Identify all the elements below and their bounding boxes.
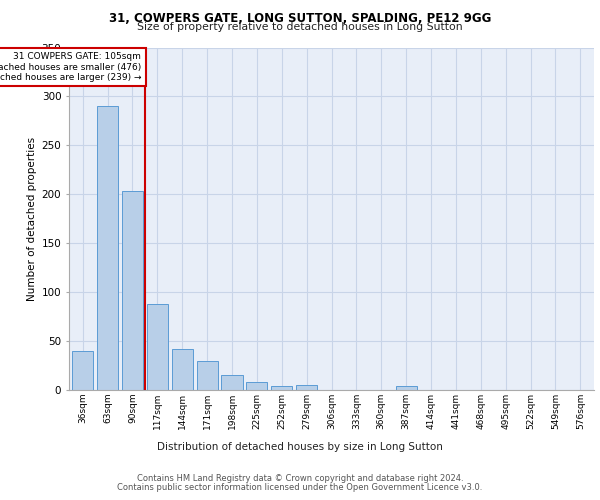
Bar — [72, 351, 93, 390]
Text: Contains public sector information licensed under the Open Government Licence v3: Contains public sector information licen… — [118, 484, 482, 492]
Text: Contains HM Land Registry data © Crown copyright and database right 2024.: Contains HM Land Registry data © Crown c… — [137, 474, 463, 483]
Text: 31, COWPERS GATE, LONG SUTTON, SPALDING, PE12 9GG: 31, COWPERS GATE, LONG SUTTON, SPALDING,… — [109, 12, 491, 26]
Bar — [271, 386, 292, 390]
Bar — [122, 192, 143, 390]
Bar — [246, 382, 268, 390]
Bar — [172, 349, 193, 390]
Bar — [97, 106, 118, 390]
Text: Distribution of detached houses by size in Long Sutton: Distribution of detached houses by size … — [157, 442, 443, 452]
Bar — [296, 385, 317, 390]
Bar — [221, 376, 242, 390]
Text: Size of property relative to detached houses in Long Sutton: Size of property relative to detached ho… — [137, 22, 463, 32]
Bar — [395, 386, 417, 390]
Bar — [197, 360, 218, 390]
Text: 31 COWPERS GATE: 105sqm
← 66% of detached houses are smaller (476)
33% of semi-d: 31 COWPERS GATE: 105sqm ← 66% of detache… — [0, 52, 141, 82]
Y-axis label: Number of detached properties: Number of detached properties — [28, 136, 37, 301]
Bar — [147, 304, 168, 390]
